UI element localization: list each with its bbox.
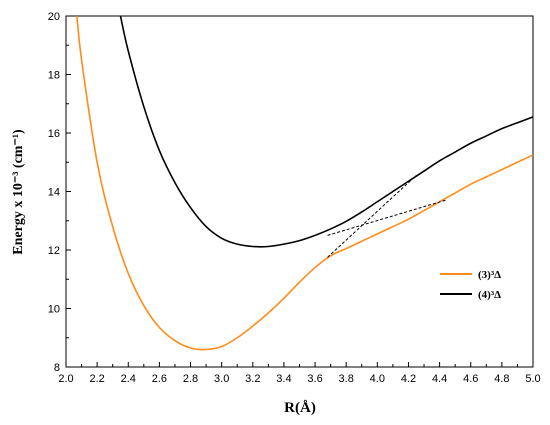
x-tick-label: 2.2: [89, 373, 104, 385]
x-tick-label: 3.4: [276, 373, 291, 385]
y-tick-label: 10: [48, 304, 60, 316]
annotation-dashed-line-2: [327, 199, 448, 236]
legend: (3)³Δ (4)³Δ: [440, 269, 501, 301]
x-tick-label: 3.8: [339, 373, 354, 385]
x-tick-label: 4.2: [401, 373, 416, 385]
series-lines: [76, 15, 534, 351]
y-tick-label: 20: [48, 11, 60, 23]
y-axis-title: Energy x 10⁻³ (cm⁻¹): [11, 129, 26, 255]
x-tick-label: 2.6: [152, 373, 167, 385]
y-tick-label: 14: [48, 187, 60, 199]
x-tick-label: 4.0: [370, 373, 385, 385]
x-tick-label: 2.0: [58, 373, 73, 385]
x-tick-label: 4.4: [432, 373, 447, 385]
legend-label-series-1: (3)³Δ: [478, 269, 501, 281]
series-line-2: [119, 15, 534, 248]
x-tick-label: 2.8: [183, 373, 198, 385]
x-tick-label: 4.6: [463, 373, 478, 385]
annotation-lines: [327, 175, 448, 258]
y-tick-label: 8: [54, 362, 60, 374]
x-axis-title: R(Å): [284, 400, 316, 416]
y-tick-label: 12: [48, 245, 60, 257]
annotation-dashed-line-1: [327, 175, 417, 258]
legend-label-series-2: (4)³Δ: [478, 289, 501, 301]
x-tick-label: 5.0: [525, 373, 540, 385]
x-tick-label: 2.4: [121, 373, 136, 385]
y-tick-label: 16: [48, 128, 60, 140]
plot-area: [65, 15, 534, 368]
x-tick-label: 3.2: [245, 373, 260, 385]
plot-frame: [65, 15, 534, 368]
axis-ticks: 2.0 2.2 2.4 2.6 2.8 3.0 3.2 3.4 3.6 3.8 4.0 4.2 4.4 4…: [48, 11, 541, 385]
x-tick-label: 4.8: [494, 373, 509, 385]
x-tick-label: 3.0: [214, 373, 229, 385]
x-tick-label: 3.6: [307, 373, 322, 385]
series-line-1: [76, 15, 534, 351]
y-tick-label: 18: [48, 70, 60, 82]
